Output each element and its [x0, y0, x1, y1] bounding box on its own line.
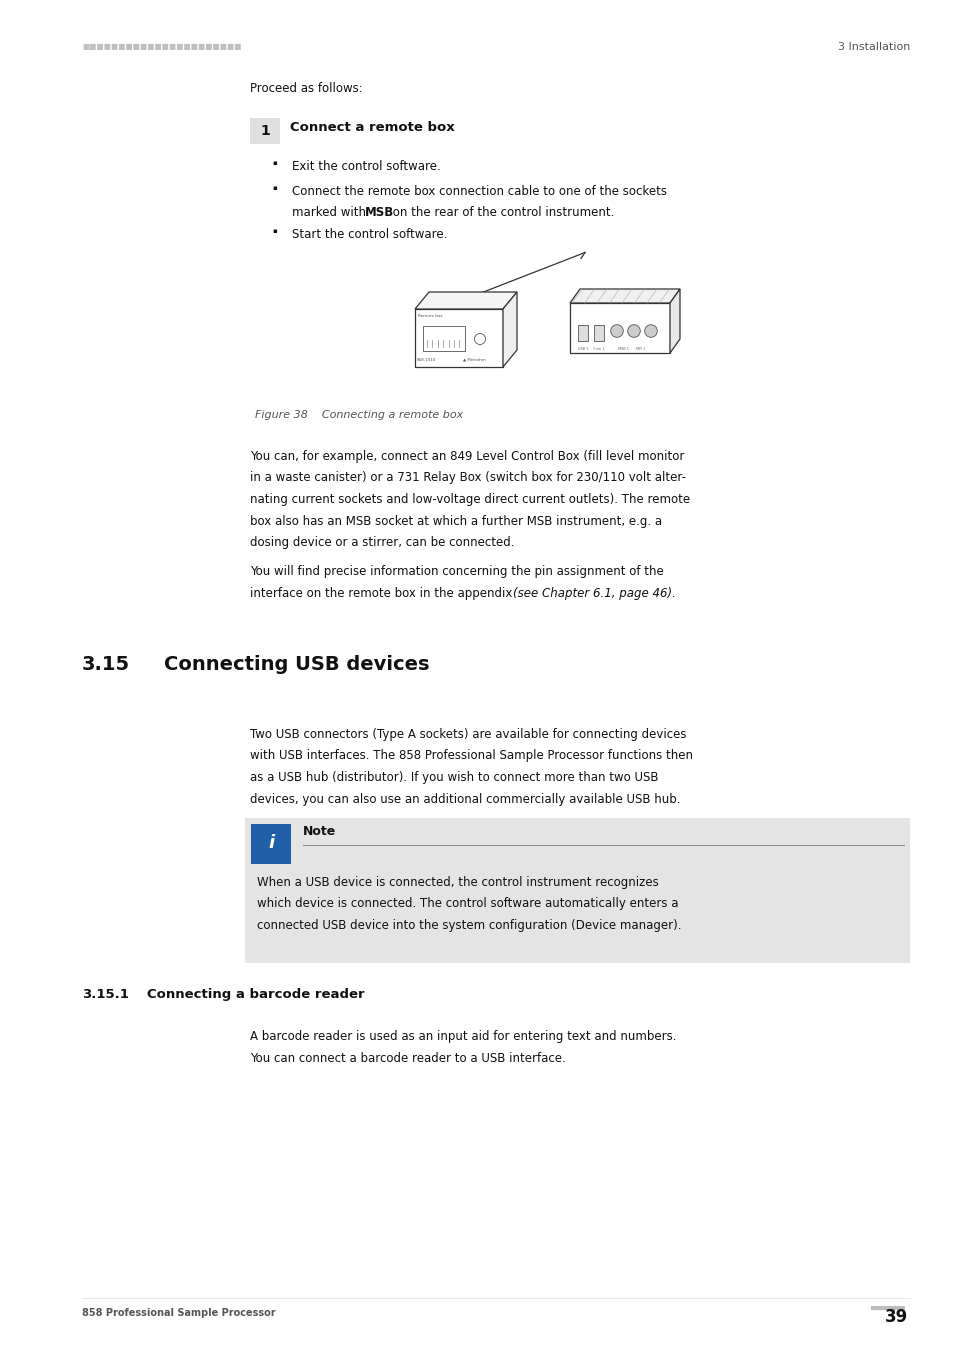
- Text: with USB interfaces. The 858 Professional Sample Processor functions then: with USB interfaces. The 858 Professiona…: [250, 749, 692, 763]
- Polygon shape: [415, 292, 517, 309]
- Text: ■■■■■■■■■■■■■■■■■■■■■■: ■■■■■■■■■■■■■■■■■■■■■■: [82, 42, 241, 51]
- Text: ▲ Metrohm: ▲ Metrohm: [462, 358, 485, 362]
- Text: 39: 39: [883, 1308, 907, 1326]
- Text: Start the control software.: Start the control software.: [292, 228, 447, 242]
- Polygon shape: [578, 325, 587, 342]
- Text: Exit the control software.: Exit the control software.: [292, 161, 440, 173]
- Text: Com 1: Com 1: [592, 347, 603, 351]
- Text: You can, for example, connect an 849 Level Control Box (fill level monitor: You can, for example, connect an 849 Lev…: [250, 450, 683, 463]
- Text: Two USB connectors (Type A sockets) are available for connecting devices: Two USB connectors (Type A sockets) are …: [250, 728, 686, 741]
- Circle shape: [627, 325, 639, 338]
- Text: 3.15: 3.15: [82, 655, 130, 674]
- Text: When a USB device is connected, the control instrument recognizes: When a USB device is connected, the cont…: [256, 876, 659, 890]
- Text: Note: Note: [303, 825, 335, 838]
- Text: 1: 1: [260, 124, 270, 138]
- Text: nating current sockets and low-voltage direct current outlets). The remote: nating current sockets and low-voltage d…: [250, 493, 689, 506]
- Text: MSB: MSB: [364, 207, 394, 220]
- Text: 858 Professional Sample Processor: 858 Professional Sample Processor: [82, 1308, 275, 1318]
- Text: Connect a remote box: Connect a remote box: [290, 122, 455, 134]
- Text: 3.15.1: 3.15.1: [82, 988, 129, 1000]
- Polygon shape: [669, 289, 679, 352]
- Text: 858.1010: 858.1010: [416, 358, 436, 362]
- Text: ■■■■■■■■: ■■■■■■■■: [870, 1305, 904, 1311]
- Circle shape: [644, 325, 657, 338]
- Polygon shape: [569, 302, 669, 352]
- Text: ▪: ▪: [272, 161, 276, 166]
- Polygon shape: [502, 292, 517, 367]
- Polygon shape: [415, 309, 502, 367]
- Circle shape: [610, 325, 622, 338]
- Text: You will find precise information concerning the pin assignment of the: You will find precise information concer…: [250, 566, 663, 578]
- FancyBboxPatch shape: [250, 117, 280, 144]
- Text: USB 1: USB 1: [578, 347, 588, 351]
- Text: marked with: marked with: [292, 207, 370, 220]
- Text: 3 Installation: 3 Installation: [837, 42, 909, 53]
- Text: Remote box: Remote box: [417, 315, 442, 319]
- Text: Connecting a barcode reader: Connecting a barcode reader: [147, 988, 364, 1000]
- Text: Figure 38    Connecting a remote box: Figure 38 Connecting a remote box: [254, 410, 463, 420]
- Text: which device is connected. The control software automatically enters a: which device is connected. The control s…: [256, 898, 678, 910]
- Text: Connect the remote box connection cable to one of the sockets: Connect the remote box connection cable …: [292, 185, 666, 198]
- Polygon shape: [569, 289, 679, 302]
- Text: You can connect a barcode reader to a USB interface.: You can connect a barcode reader to a US…: [250, 1052, 565, 1065]
- Text: Proceed as follows:: Proceed as follows:: [250, 82, 362, 94]
- Text: Connecting USB devices: Connecting USB devices: [164, 655, 429, 674]
- Text: dosing device or a stirrer, can be connected.: dosing device or a stirrer, can be conne…: [250, 536, 514, 549]
- Text: i: i: [268, 833, 274, 852]
- Text: A barcode reader is used as an input aid for entering text and numbers.: A barcode reader is used as an input aid…: [250, 1030, 676, 1044]
- Text: connected USB device into the system configuration (Device manager).: connected USB device into the system con…: [256, 919, 680, 931]
- Text: in a waste canister) or a 731 Relay Box (switch box for 230/110 volt alter-: in a waste canister) or a 731 Relay Box …: [250, 471, 685, 485]
- Text: ▪: ▪: [272, 228, 276, 234]
- Text: ▪: ▪: [272, 185, 276, 190]
- Text: interface on the remote box in the appendix: interface on the remote box in the appen…: [250, 586, 516, 599]
- Text: (see Chapter 6.1, page 46).: (see Chapter 6.1, page 46).: [512, 586, 675, 599]
- Text: MSB 1: MSB 1: [618, 347, 628, 351]
- FancyBboxPatch shape: [251, 824, 291, 864]
- Text: box also has an MSB socket at which a further MSB instrument, e.g. a: box also has an MSB socket at which a fu…: [250, 514, 661, 528]
- Polygon shape: [593, 325, 603, 342]
- Text: devices, you can also use an additional commercially available USB hub.: devices, you can also use an additional …: [250, 792, 679, 806]
- Text: MPi 1: MPi 1: [635, 347, 644, 351]
- Text: on the rear of the control instrument.: on the rear of the control instrument.: [389, 207, 614, 220]
- FancyBboxPatch shape: [245, 818, 909, 963]
- Text: as a USB hub (distributor). If you wish to connect more than two USB: as a USB hub (distributor). If you wish …: [250, 771, 658, 784]
